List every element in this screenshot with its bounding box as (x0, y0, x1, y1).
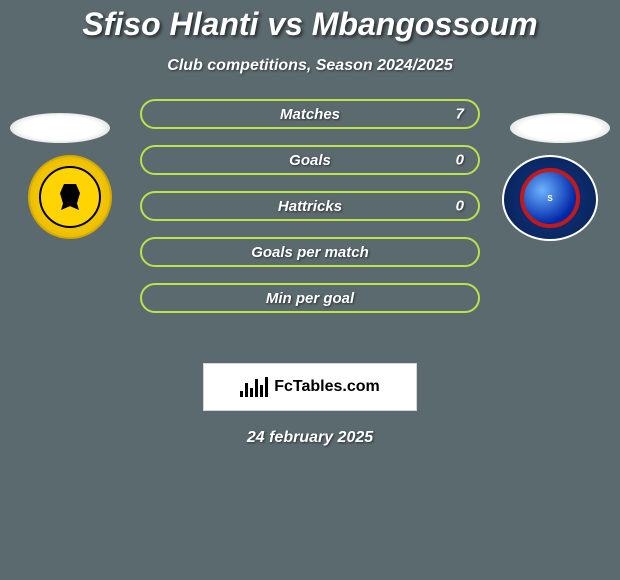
stats-list: Matches 7 Goals 0 Hattricks 0 Goals per … (140, 99, 480, 329)
right-flag-ellipse (510, 113, 610, 143)
stat-label: Goals (289, 152, 331, 169)
stat-row-goals-per-match: Goals per match (140, 237, 480, 267)
stat-right-value: 7 (456, 106, 464, 123)
brand-text: FcTables.com (274, 378, 380, 396)
stat-right-value: 0 (456, 198, 464, 215)
fctables-icon (240, 377, 268, 397)
left-flag-ellipse (10, 113, 110, 143)
stat-label: Goals per match (251, 244, 369, 261)
stat-row-matches: Matches 7 (140, 99, 480, 129)
footer-date: 24 february 2025 (0, 429, 620, 447)
supersport-united-icon: S (520, 168, 580, 228)
stat-label: Hattricks (278, 198, 342, 215)
stat-row-hattricks: Hattricks 0 (140, 191, 480, 221)
left-team-badge (28, 155, 112, 239)
stat-row-min-per-goal: Min per goal (140, 283, 480, 313)
stat-label: Min per goal (266, 290, 354, 307)
stat-row-goals: Goals 0 (140, 145, 480, 175)
subtitle: Club competitions, Season 2024/2025 (0, 57, 620, 75)
comparison-area: S Matches 7 Goals 0 Hattricks 0 Goals pe… (0, 95, 620, 355)
brand-box[interactable]: FcTables.com (203, 363, 417, 411)
kaizer-chiefs-icon (39, 166, 101, 228)
stat-right-value: 0 (456, 152, 464, 169)
stat-label: Matches (280, 106, 340, 123)
page-title: Sfiso Hlanti vs Mbangossoum (0, 0, 620, 43)
right-team-badge: S (502, 155, 598, 241)
